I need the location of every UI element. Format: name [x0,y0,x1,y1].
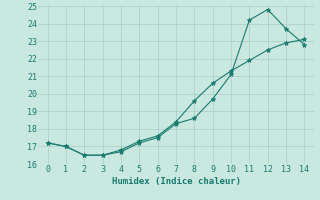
X-axis label: Humidex (Indice chaleur): Humidex (Indice chaleur) [111,177,241,186]
